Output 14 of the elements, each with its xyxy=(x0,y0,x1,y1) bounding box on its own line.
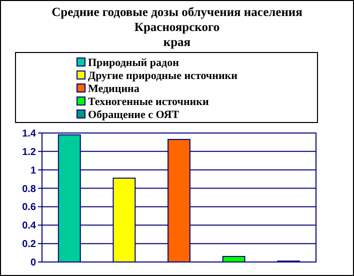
y-tick-label: 1.4 xyxy=(22,128,36,140)
y-tick-label: 0.4 xyxy=(22,220,36,232)
y-tick-label: 0.2 xyxy=(22,239,36,250)
legend-label: Медицина xyxy=(88,83,140,95)
y-tick-label: 0.6 xyxy=(22,202,36,214)
y-tick-label: 0 xyxy=(30,258,36,268)
y-tick-label: 0.8 xyxy=(22,184,36,195)
y-tick-label: 1.2 xyxy=(22,146,36,158)
chart-title: Средние годовые дозы облучения населения Красноярского края xyxy=(52,5,303,49)
y-tick-label: 1 xyxy=(30,165,36,176)
legend-label: Техногенные источники xyxy=(88,96,210,108)
legend-label: Другие природные источники xyxy=(88,70,238,82)
legend-label: Обращение с ОЯТ xyxy=(88,109,180,121)
legend-label: Природный радон xyxy=(88,57,180,69)
